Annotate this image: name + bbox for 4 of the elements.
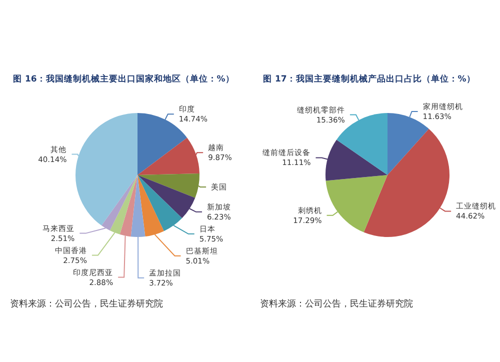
- chart-title: 图 16：我国缝制机械主要出口国家和地区（单位：%）: [13, 74, 234, 84]
- chart-title: 图 17：我国主要缝制机械产品出口占比（单位：%）: [263, 74, 476, 84]
- text: 资料来源：公司公告，民生证券研究院: [260, 298, 413, 310]
- text: 资料来源：公司公告，民生证券研究院: [10, 298, 163, 310]
